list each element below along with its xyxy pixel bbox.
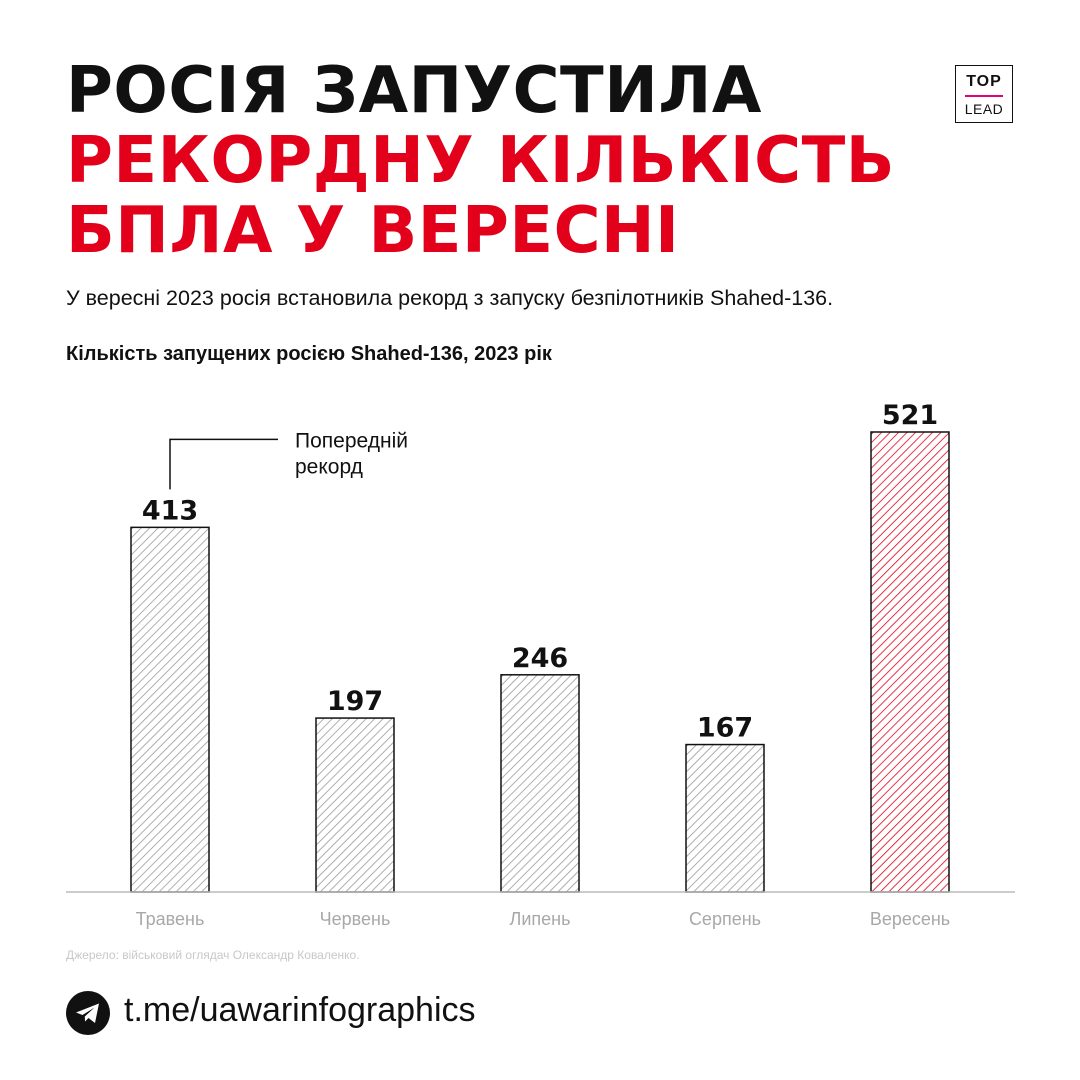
annotation-text-line-1: Попередній <box>295 429 408 452</box>
category-label-2: Червень <box>320 909 391 929</box>
value-label-1: 413 <box>142 495 198 526</box>
value-label-3: 246 <box>512 643 568 674</box>
source-note: Джерело: військовий оглядач Олександр Ко… <box>66 948 360 962</box>
bar-3 <box>500 674 580 893</box>
bar-4 <box>685 743 765 893</box>
telegram-channel-link[interactable]: t.me/uawarinfographics <box>124 991 476 1029</box>
chart-title: Кількість запущених росією Shahed-136, 2… <box>66 343 552 365</box>
bar-chart: 413 Травень 197 Червень 246 Липень 167 Серпень 5… <box>66 400 1015 929</box>
title-line-3: БПЛА у вересні <box>66 194 680 268</box>
annotation-leader-line <box>169 438 278 490</box>
logo-divider <box>965 95 1003 97</box>
page-title: Росія запустила рекордну кількість БПЛА … <box>66 56 895 266</box>
subtitle: У вересні 2023 росія встановила рекорд з… <box>66 286 834 310</box>
title-line-1: Росія запустила <box>66 54 762 128</box>
telegram-icon[interactable] <box>66 991 110 1035</box>
category-label-1: Травень <box>136 909 205 929</box>
category-label-4: Серпень <box>689 909 761 929</box>
value-label-2: 197 <box>327 686 383 717</box>
bar-1 <box>130 526 210 893</box>
logo-bottom-text: LEAD <box>964 101 1004 117</box>
value-label-4: 167 <box>697 713 753 744</box>
bar-2 <box>315 717 395 893</box>
previous-record-annotation: Попередній рекорд <box>169 429 408 490</box>
category-label-3: Липень <box>510 909 571 929</box>
logo-top-text: TOP <box>966 73 1002 90</box>
bar-5 <box>870 431 950 893</box>
category-label-5: Вересень <box>870 909 950 929</box>
annotation-text-line-2: рекорд <box>295 455 363 478</box>
title-line-2: рекордну кількість <box>66 124 896 198</box>
top-lead-logo: TOP LEAD <box>955 65 1013 123</box>
value-label-5: 521 <box>882 400 938 431</box>
